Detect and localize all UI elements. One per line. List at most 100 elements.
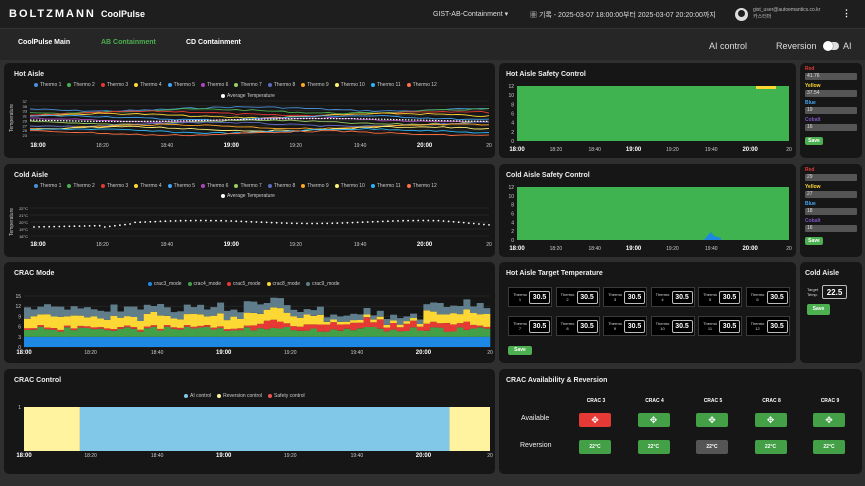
mode-segment	[470, 328, 477, 337]
average-point	[103, 226, 106, 228]
mode-segment	[97, 318, 105, 328]
mode-segment	[24, 336, 31, 347]
average-point	[129, 223, 131, 225]
cobalt-threshold-input[interactable]: 16	[805, 124, 857, 131]
blue-label: Blue	[805, 100, 816, 106]
target-temp-input[interactable]: 30.5	[671, 291, 693, 304]
mode-segment	[350, 320, 358, 323]
fan-status-button[interactable]: ✥	[579, 413, 611, 427]
mode-segment	[243, 301, 251, 313]
fan-status-button[interactable]: ✥	[813, 413, 845, 427]
mode-segment	[30, 329, 38, 337]
reversion-temp-button[interactable]: 22°C	[637, 440, 670, 454]
target-temp-input[interactable]: 30.5	[719, 291, 740, 304]
mode-segment	[290, 316, 298, 327]
legend-item: Thermo 5	[167, 183, 195, 189]
target-temp-input[interactable]: 30.5	[766, 320, 788, 333]
x-tick-label: 18:40	[161, 242, 174, 248]
blue-threshold-input[interactable]: 18	[805, 208, 857, 215]
cold-threshold-save-button[interactable]: Save	[805, 237, 823, 245]
user-info: gist_user@autoemantics.co.kr 카스터머	[753, 7, 820, 21]
available-row-label: Available	[521, 415, 550, 422]
fan-status-button[interactable]: ✥	[696, 413, 728, 427]
cold-target-save-button[interactable]: Save	[807, 304, 830, 315]
mode-segment	[456, 314, 464, 324]
legend-swatch	[134, 183, 139, 188]
reversion-ai-toggle[interactable]	[823, 41, 839, 51]
average-point	[114, 224, 116, 227]
y-tick-label: 0	[18, 345, 21, 351]
target-save-button[interactable]: Save	[508, 346, 532, 355]
blue-alert-mark	[704, 232, 721, 240]
reversion-temp-button[interactable]: 22°C	[754, 440, 787, 454]
yellow-threshold-input[interactable]: 27	[805, 191, 857, 198]
user-avatar-icon[interactable]	[735, 8, 748, 21]
series-line	[29, 110, 490, 117]
target-temp-input[interactable]: 30.5	[719, 320, 740, 333]
target-temp-input[interactable]: 30.5	[766, 291, 788, 304]
mode-segment	[430, 327, 438, 337]
y-tick-label: 22°C	[19, 206, 28, 211]
target-temp-input[interactable]: 30.5	[576, 320, 598, 333]
mode-segment	[277, 321, 284, 329]
x-tick-label: 19:00	[216, 453, 232, 459]
target-temp-input[interactable]: 30.5	[529, 320, 550, 333]
blue-threshold-input[interactable]: 19	[805, 107, 857, 114]
yellow-threshold-input[interactable]: 37.54	[805, 90, 857, 97]
tab-coolpulse-main[interactable]: CoolPulse Main	[18, 39, 71, 46]
mode-segment	[77, 308, 85, 316]
ai-control-label: AI control	[709, 41, 748, 51]
x-tick-label: 18:20	[84, 453, 97, 459]
reversion-temp-button[interactable]: 22°C	[696, 440, 728, 454]
site-selector[interactable]: GIST-AB-Containment ▾	[433, 10, 508, 18]
average-point	[108, 225, 111, 228]
target-temp-cell: Thermo 5 30.5	[698, 287, 742, 307]
target-temp-input[interactable]: 30.5	[671, 320, 693, 333]
legend-swatch	[148, 281, 152, 286]
mode-segment	[103, 330, 111, 337]
target-temp-input[interactable]: 30.5	[624, 320, 645, 333]
yellow-label: Yellow	[805, 83, 821, 89]
x-tick-label: 19:00	[216, 350, 232, 356]
reversion-temp-button[interactable]: 22°C	[579, 440, 611, 454]
mode-segment	[316, 336, 324, 347]
cold-target-input[interactable]: 22.5	[822, 285, 847, 299]
fan-status-button[interactable]: ✥	[754, 413, 787, 427]
x-tick-label: 18:40	[588, 147, 601, 153]
mode-segment	[44, 327, 51, 330]
cobalt-threshold-input[interactable]: 16	[805, 225, 857, 232]
red-threshold-input[interactable]: 41.76	[805, 73, 857, 80]
tab-ab-containment[interactable]: AB Containment	[101, 39, 156, 46]
mode-segment	[277, 328, 284, 337]
mode-segment	[50, 336, 58, 347]
mode-segment	[90, 329, 98, 337]
hot-threshold-save-button[interactable]: Save	[805, 137, 823, 145]
date-range-label: 기록 - 2025-03-07 18:00:00부터 2025-03-07 20…	[538, 12, 716, 19]
target-temp-input[interactable]: 30.5	[576, 291, 598, 304]
mode-segment	[370, 322, 378, 327]
target-temp-input[interactable]: 30.5	[529, 291, 550, 304]
mode-segment	[383, 336, 391, 347]
legend-label: Thermo 9	[307, 183, 329, 189]
average-point	[437, 219, 440, 222]
average-point	[220, 219, 223, 222]
red-threshold-input[interactable]: 29	[805, 174, 857, 181]
fan-status-button[interactable]: ✥	[637, 413, 670, 427]
mode-segment	[143, 326, 151, 329]
mode-segment	[44, 336, 51, 347]
x-tick-label: 20:00	[416, 453, 432, 459]
more-menu-icon[interactable]: ⋮	[842, 8, 851, 18]
mode-segment	[57, 316, 65, 330]
target-temp-cell: Thermo 12 30.5	[745, 316, 790, 336]
mode-segment	[57, 331, 65, 337]
reversion-temp-button[interactable]: 22°C	[813, 440, 845, 454]
average-point	[311, 222, 313, 225]
mode-segment	[77, 315, 85, 326]
date-range-picker[interactable]: ▦ 기록 - 2025-03-07 18:00:00부터 2025-03-07 …	[530, 10, 716, 20]
tab-cd-containment[interactable]: CD Containment	[186, 39, 241, 46]
hot-threshold-panel: Red 41.76 Yellow 37.54 Blue 19 Cobalt 16…	[800, 63, 862, 158]
target-temp-input[interactable]: 30.5	[624, 291, 645, 304]
legend-swatch	[167, 183, 172, 188]
mode-segment	[476, 336, 484, 347]
